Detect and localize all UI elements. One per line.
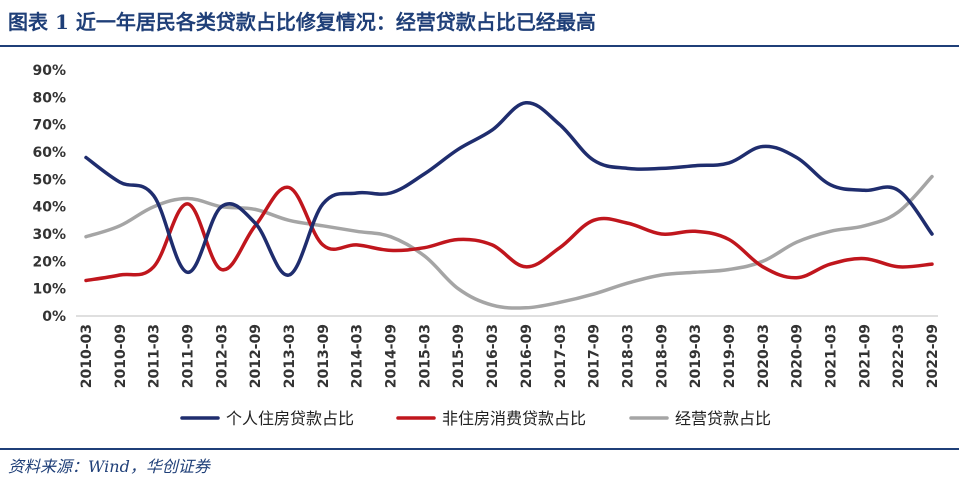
y-tick-label: 30% bbox=[32, 227, 66, 243]
x-tick-label: 2015-09 bbox=[451, 324, 467, 388]
source-note: 资料来源：Wind，华创证券 bbox=[8, 457, 210, 476]
x-tick-label: 2014-09 bbox=[384, 324, 400, 388]
y-tick-label: 60% bbox=[32, 145, 66, 161]
x-tick-label: 2010-09 bbox=[113, 324, 129, 388]
y-tick-label: 80% bbox=[32, 90, 66, 106]
y-tick-label: 0% bbox=[42, 309, 66, 325]
x-tick-label: 2013-09 bbox=[316, 324, 332, 388]
legend: 个人住房贷款占比 非住房消费贷款占比 经营贷款占比 bbox=[180, 409, 771, 428]
x-tick-label: 2020-03 bbox=[756, 324, 772, 388]
x-axis-labels: 2010-03 2010-09 2011-03 2011-09 2012-03 2012-… bbox=[79, 324, 941, 388]
x-tick-label: 2011-03 bbox=[147, 324, 163, 388]
x-tick-label: 2020-09 bbox=[790, 324, 806, 388]
x-tick-label: 2017-03 bbox=[553, 324, 569, 388]
x-tick-label: 2021-09 bbox=[857, 324, 873, 388]
y-tick-label: 10% bbox=[32, 282, 66, 298]
series-line-2 bbox=[84, 174, 934, 310]
x-tick-label: 2012-09 bbox=[248, 324, 264, 388]
line-chart: 0%10%20%30%40%50%60%70%80%90% 2010-03 201… bbox=[32, 63, 941, 428]
x-tick-label: 2016-09 bbox=[519, 324, 535, 388]
top-divider bbox=[0, 45, 959, 47]
x-tick-label: 2010-03 bbox=[79, 324, 95, 388]
x-tick-label: 2017-09 bbox=[587, 324, 603, 388]
legend-label: 个人住房贷款占比 bbox=[226, 409, 354, 428]
x-tick-label: 2019-03 bbox=[688, 324, 704, 388]
y-axis-labels: 0% 10% 20% 30% 40% 50% 60% 70% 80% 90% bbox=[32, 63, 66, 325]
series-line-1 bbox=[84, 185, 934, 283]
legend-label: 经营贷款占比 bbox=[675, 409, 771, 428]
y-tick-label: 20% bbox=[32, 254, 66, 270]
y-tick-label: 50% bbox=[32, 172, 66, 188]
x-tick-label: 2011-09 bbox=[181, 324, 197, 388]
x-tick-label: 2018-03 bbox=[620, 324, 636, 388]
x-tick-label: 2018-09 bbox=[654, 324, 670, 388]
x-tick-label: 2013-03 bbox=[282, 324, 298, 388]
bottom-divider bbox=[0, 448, 959, 450]
x-tick-label: 2012-03 bbox=[214, 324, 230, 388]
y-tick-label: 40% bbox=[32, 200, 66, 216]
x-tick-label: 2022-09 bbox=[925, 324, 941, 388]
x-tick-label: 2022-03 bbox=[891, 324, 907, 388]
x-tick-label: 2019-09 bbox=[722, 324, 738, 388]
series-line-0 bbox=[84, 101, 934, 277]
x-tick-label: 2014-03 bbox=[350, 324, 366, 388]
x-tick-label: 2021-03 bbox=[823, 324, 839, 388]
legend-label: 非住房消费贷款占比 bbox=[442, 409, 586, 428]
x-tick-label: 2015-03 bbox=[417, 324, 433, 388]
series-lines bbox=[84, 101, 934, 310]
y-tick-label: 70% bbox=[32, 118, 66, 134]
page-title: 图表 1 近一年居民各类贷款占比修复情况：经营贷款占比已经最高 bbox=[8, 10, 596, 34]
x-tick-label: 2016-03 bbox=[485, 324, 501, 388]
y-tick-label: 90% bbox=[32, 63, 66, 79]
